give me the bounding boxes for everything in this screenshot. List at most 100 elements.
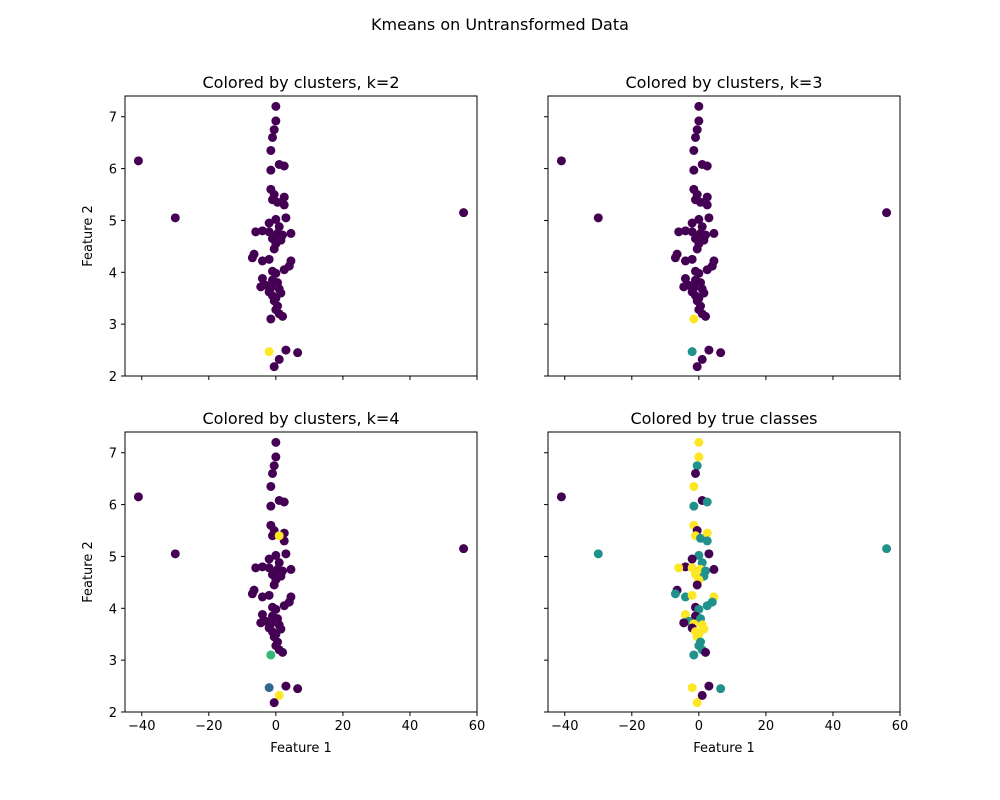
scatter-point: [264, 227, 274, 237]
scatter-point: [687, 254, 697, 264]
scatter-point: [702, 200, 712, 210]
y-tick-label: 5: [109, 550, 117, 565]
scatter-point: [882, 208, 892, 218]
scatter-points: [133, 101, 469, 372]
axes-frame: [124, 431, 478, 713]
scatter-point: [271, 550, 281, 560]
scatter-point: [689, 501, 699, 511]
scatter-point: [692, 461, 702, 471]
scatter-point: [687, 683, 697, 693]
subplot-3: Colored by clusters, k=4 −40 −20 0 20 40 60 2 3 4…: [81, 409, 485, 756]
scatter-point: [251, 563, 261, 573]
x-tick-label: −40: [128, 719, 155, 734]
scatter-point: [257, 226, 267, 236]
axes-frame: [124, 95, 478, 377]
scatter-point: [687, 218, 697, 228]
scatter-point: [692, 362, 702, 372]
y-tick-label: 5: [109, 214, 117, 229]
scatter-point: [689, 145, 699, 155]
y-tick-label: 2: [109, 370, 117, 385]
x-tick-label: 20: [758, 719, 775, 734]
y-axis-label: Feature 2: [81, 541, 96, 603]
scatter-point: [716, 348, 726, 358]
axes-frame: [547, 95, 901, 377]
scatter-point: [697, 222, 707, 232]
scatter-point: [689, 314, 699, 324]
scatter-point: [269, 362, 279, 372]
scatter-point: [556, 492, 566, 502]
scatter-point: [274, 354, 284, 364]
scatter-point: [264, 590, 274, 600]
scatter-point: [268, 468, 278, 478]
scatter-point: [692, 698, 702, 708]
scatter-point: [702, 192, 712, 202]
scatter-point: [257, 610, 267, 620]
y-tick-label: 6: [109, 499, 117, 514]
x-axis-label: Feature 1: [270, 741, 332, 756]
scatter-point: [689, 165, 699, 175]
x-axis-label: Feature 1: [693, 741, 755, 756]
scatter-point: [256, 618, 266, 628]
scatter-point: [704, 345, 714, 355]
scatter-point: [264, 563, 274, 573]
subplot-title: Colored by clusters, k=4: [203, 409, 400, 428]
scatter-point: [266, 145, 276, 155]
scatter-point: [593, 213, 603, 223]
scatter-point: [674, 227, 684, 237]
axes-frame: [547, 431, 901, 713]
scatter-point: [286, 228, 296, 238]
scatter-point: [702, 601, 712, 611]
x-tick-label: −40: [551, 719, 578, 734]
scatter-point: [697, 558, 707, 568]
scatter-point: [279, 192, 289, 202]
scatter-point: [680, 610, 690, 620]
scatter-point: [702, 497, 712, 507]
scatter-point: [257, 562, 267, 572]
scatter-point: [247, 253, 257, 263]
subplot-2: Colored by clusters, k=3: [544, 73, 901, 380]
scatter-point: [679, 282, 689, 292]
scatter-point: [264, 218, 274, 228]
x-tick-label: −20: [618, 719, 645, 734]
y-tick-label: 6: [109, 163, 117, 178]
scatter-point: [269, 125, 279, 135]
y-tick-label: 7: [109, 447, 117, 462]
scatter-point: [692, 244, 702, 254]
scatter-point: [256, 282, 266, 292]
scatter-point: [264, 347, 274, 357]
scatter-point: [274, 690, 284, 700]
scatter-point: [701, 311, 711, 321]
x-tick-label: 40: [402, 719, 419, 734]
scatter-point: [257, 592, 267, 602]
scatter-point: [687, 347, 697, 357]
scatter-point: [264, 554, 274, 564]
y-tick-label: 3: [109, 654, 117, 669]
scatter-point: [593, 549, 603, 559]
scatter-point: [264, 254, 274, 264]
scatter-point: [691, 132, 701, 142]
scatter-point: [716, 684, 726, 694]
scatter-point: [459, 208, 469, 218]
scatter-point: [704, 213, 714, 223]
scatter-point: [266, 501, 276, 511]
scatter-point: [694, 437, 704, 447]
scatter-point: [694, 452, 704, 462]
x-tick-label: 0: [272, 719, 280, 734]
scatter-point: [271, 437, 281, 447]
x-tick-label: 60: [469, 719, 486, 734]
scatter-point: [278, 647, 288, 657]
scatter-point: [702, 536, 712, 546]
scatter-point: [279, 161, 289, 171]
scatter-point: [679, 618, 689, 628]
scatter-point: [264, 683, 274, 693]
scatter-point: [680, 274, 690, 284]
scatter-point: [279, 601, 289, 611]
scatter-point: [692, 580, 702, 590]
subplot-1: Colored by clusters, k=2 2 3 4 5 6 7 Feature 2: [81, 73, 478, 385]
scatter-point: [702, 161, 712, 171]
scatter-point: [689, 650, 699, 660]
scatter-point: [266, 481, 276, 491]
scatter-point: [274, 222, 284, 232]
y-tick-label: 7: [109, 111, 117, 126]
